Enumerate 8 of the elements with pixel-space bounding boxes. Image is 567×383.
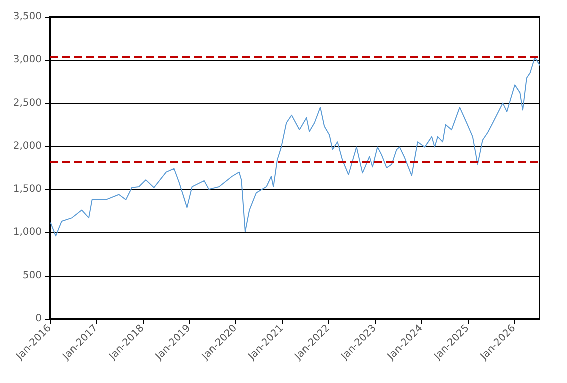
y-tick-label: 0 bbox=[36, 314, 42, 324]
y-tick-label: 1,500 bbox=[13, 184, 42, 196]
y-tick-label: 3,000 bbox=[13, 54, 42, 66]
y-tick-label: 500 bbox=[22, 270, 42, 282]
y-tick-label: 2,000 bbox=[13, 140, 42, 152]
y-tick-label: 3,500 bbox=[13, 12, 42, 22]
y-tick-label: 1,000 bbox=[13, 227, 42, 238]
y-tick-label: 2,500 bbox=[13, 98, 42, 109]
